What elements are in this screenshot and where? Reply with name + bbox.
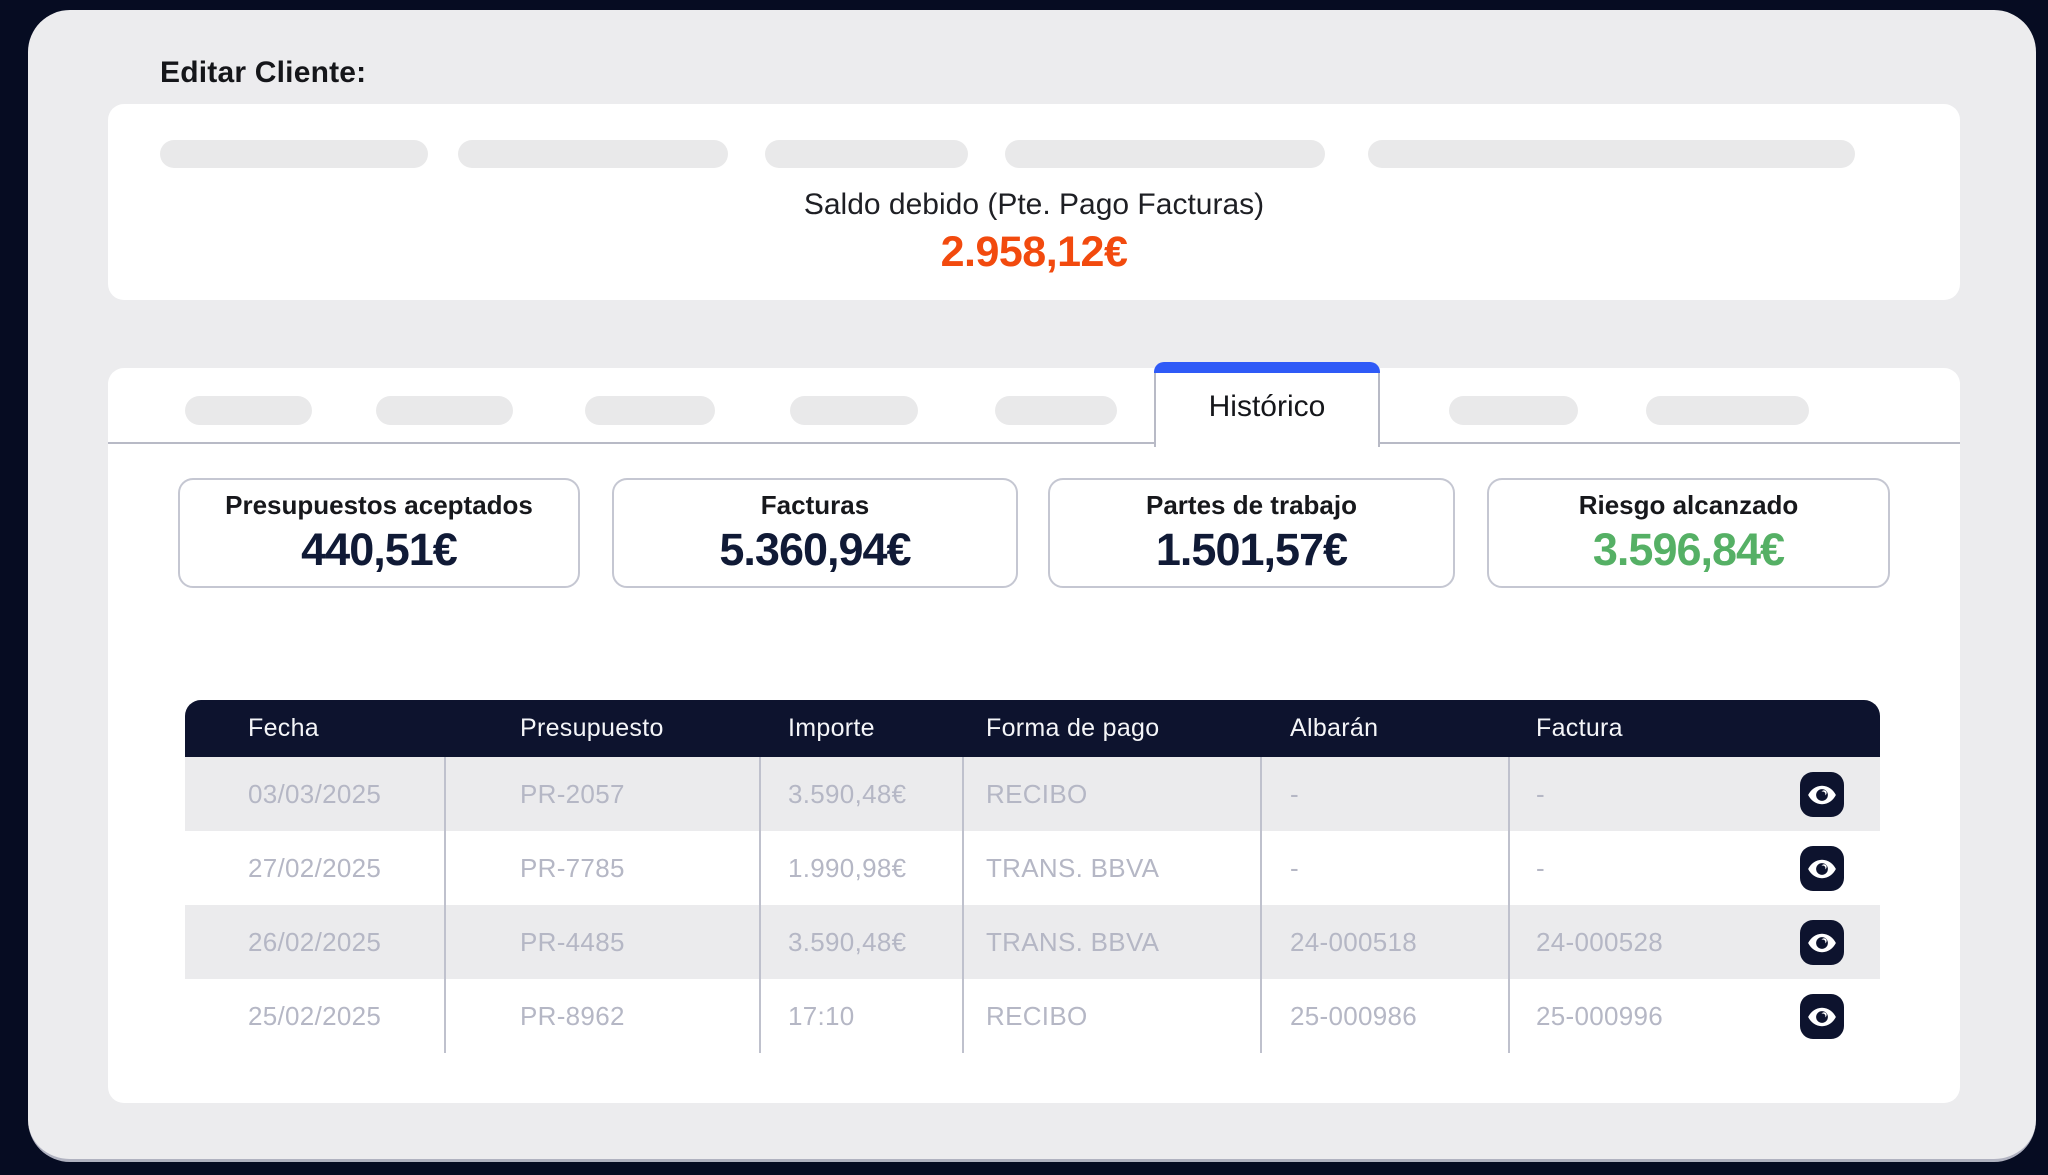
- cell-factura: -: [1536, 853, 1545, 883]
- eye-icon: [1807, 854, 1837, 884]
- stat-card-presupuestos: Presupuestos aceptados 440,51€: [178, 478, 580, 588]
- stat-label: Riesgo alcanzado: [1578, 490, 1799, 520]
- cell-forma: TRANS. BBVA: [986, 853, 1160, 883]
- cell-albaran: 25-000986: [1290, 1001, 1418, 1031]
- column-header-fecha: Fecha: [248, 714, 319, 742]
- stat-card-riesgo: Riesgo alcanzado 3.596,84€: [1487, 478, 1890, 588]
- cell-factura: 25-000996: [1536, 1001, 1664, 1031]
- active-tab-label: Histórico: [1208, 390, 1326, 423]
- placeholder-pill: [160, 140, 428, 168]
- cell-albaran: -: [1290, 779, 1299, 809]
- historico-table: Fecha Presupuesto Importe Forma de pago …: [185, 700, 1880, 1053]
- tab-placeholder[interactable]: [995, 396, 1117, 425]
- table-row: 25/02/2025 PR-8962 17:10 RECIBO 25-00098…: [185, 979, 1880, 1053]
- column-divider: [759, 757, 761, 1053]
- cell-forma: RECIBO: [986, 1001, 1088, 1031]
- cell-albaran: 24-000518: [1290, 927, 1418, 957]
- cell-importe: 3.590,48€: [788, 779, 907, 809]
- stat-value: 440,51€: [301, 524, 458, 575]
- cell-factura: -: [1536, 779, 1545, 809]
- cell-albaran: -: [1290, 853, 1299, 883]
- cell-presupuesto: PR-2057: [520, 779, 625, 809]
- historico-card: Histórico Presupuestos aceptados 440,51€…: [108, 362, 1960, 1103]
- column-header-albaran: Albarán: [1290, 714, 1379, 742]
- stat-value: 1.501,57€: [1155, 524, 1348, 575]
- cell-presupuesto: PR-4485: [520, 927, 625, 957]
- column-divider: [962, 757, 964, 1053]
- cell-importe: 17:10: [788, 1001, 855, 1031]
- cell-fecha: 25/02/2025: [248, 1001, 382, 1031]
- page-title: Editar Cliente:: [160, 56, 367, 89]
- cell-forma: TRANS. BBVA: [986, 927, 1160, 957]
- column-header-presupuesto: Presupuesto: [520, 714, 664, 742]
- cell-forma: RECIBO: [986, 779, 1088, 809]
- active-tab-indicator: [1154, 362, 1380, 373]
- column-header-factura: Factura: [1536, 714, 1623, 742]
- balance-value: 2.958,12€: [940, 228, 1128, 276]
- column-header-forma: Forma de pago: [986, 714, 1160, 742]
- cell-fecha: 27/02/2025: [248, 853, 382, 883]
- stat-card-partes: Partes de trabajo 1.501,57€: [1048, 478, 1455, 588]
- stat-label: Partes de trabajo: [1146, 490, 1357, 520]
- table-header: Fecha Presupuesto Importe Forma de pago …: [185, 700, 1880, 757]
- cell-importe: 3.590,48€: [788, 927, 907, 957]
- column-header-importe: Importe: [788, 714, 875, 742]
- cell-factura: 24-000528: [1536, 927, 1664, 957]
- tab-placeholder[interactable]: [1449, 396, 1578, 425]
- cell-importe: 1.990,98€: [788, 853, 907, 883]
- placeholder-pill: [1005, 140, 1325, 168]
- stat-label: Presupuestos aceptados: [225, 490, 533, 520]
- stat-value: 5.360,94€: [719, 524, 911, 575]
- stat-card-facturas: Facturas 5.360,94€: [612, 478, 1018, 588]
- view-button[interactable]: [1800, 772, 1844, 817]
- tab-bar-divider: [108, 442, 1960, 444]
- placeholder-pill: [1368, 140, 1855, 168]
- eye-icon: [1807, 780, 1837, 810]
- table-row: 27/02/2025 PR-7785 1.990,98€ TRANS. BBVA…: [185, 831, 1880, 905]
- view-button[interactable]: [1800, 920, 1844, 965]
- view-button[interactable]: [1800, 846, 1844, 891]
- table-row: 26/02/2025 PR-4485 3.590,48€ TRANS. BBVA…: [185, 905, 1880, 979]
- stat-value: 3.596,84€: [1592, 524, 1785, 575]
- tab-placeholder[interactable]: [376, 396, 513, 425]
- table-row: 03/03/2025 PR-2057 3.590,48€ RECIBO - -: [185, 757, 1880, 831]
- cell-fecha: 26/02/2025: [248, 927, 382, 957]
- tab-historico[interactable]: Histórico: [1154, 362, 1380, 447]
- tab-placeholder[interactable]: [790, 396, 918, 425]
- balance-card: Saldo debido (Pte. Pago Facturas) 2.958,…: [108, 104, 1960, 300]
- balance-label: Saldo debido (Pte. Pago Facturas): [803, 188, 1265, 221]
- cell-presupuesto: PR-7785: [520, 853, 625, 883]
- tab-placeholder[interactable]: [185, 396, 312, 425]
- eye-icon: [1807, 1002, 1837, 1032]
- stat-label: Facturas: [760, 490, 870, 520]
- tab-placeholder[interactable]: [585, 396, 715, 425]
- eye-icon: [1807, 928, 1837, 958]
- column-divider: [1508, 757, 1510, 1053]
- column-divider: [1260, 757, 1262, 1053]
- placeholder-pill: [458, 140, 728, 168]
- cell-fecha: 03/03/2025: [248, 779, 382, 809]
- cell-presupuesto: PR-8962: [520, 1001, 625, 1031]
- placeholder-pill: [765, 140, 968, 168]
- view-button[interactable]: [1800, 994, 1844, 1039]
- column-divider: [444, 757, 446, 1053]
- tab-placeholder[interactable]: [1646, 396, 1809, 425]
